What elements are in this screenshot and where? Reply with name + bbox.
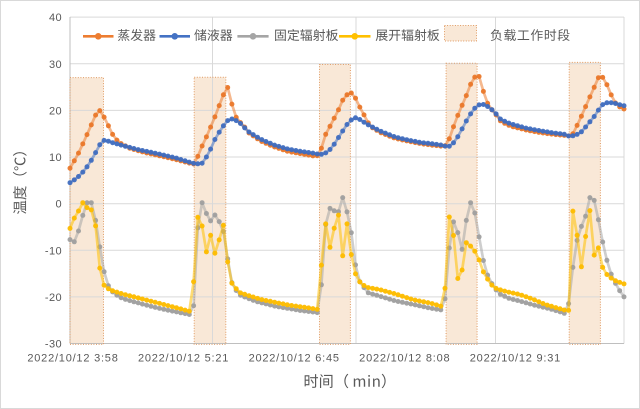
svg-text:20: 20 (49, 105, 62, 117)
svg-text:2022/10/12 6:45: 2022/10/12 6:45 (249, 353, 340, 365)
svg-text:40: 40 (49, 12, 62, 24)
svg-text:2022/10/12 3:58: 2022/10/12 3:58 (27, 353, 118, 365)
svg-text:0: 0 (55, 199, 62, 211)
svg-text:30: 30 (49, 59, 62, 71)
svg-text:2022/10/12 8:08: 2022/10/12 8:08 (359, 353, 450, 365)
svg-text:10: 10 (49, 152, 62, 164)
svg-text:2022/10/12 5:21: 2022/10/12 5:21 (138, 353, 229, 365)
svg-text:-20: -20 (45, 292, 62, 304)
svg-text:-30: -30 (45, 339, 62, 351)
svg-text:2022/10/12 9:31: 2022/10/12 9:31 (470, 353, 561, 365)
svg-text:-10: -10 (45, 245, 62, 257)
